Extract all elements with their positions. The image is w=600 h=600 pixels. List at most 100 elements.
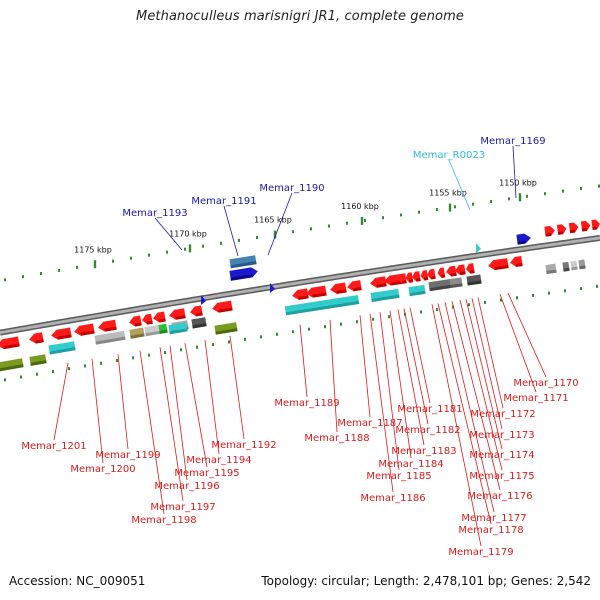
kbp-tick — [93, 260, 97, 269]
olive-feature — [214, 322, 238, 335]
other-feature — [428, 278, 452, 292]
map-title: Methanoculleus marisnigri JR1, complete … — [136, 9, 464, 24]
feature-arrow-body — [0, 336, 20, 350]
kbp-tick — [273, 230, 277, 239]
feature-arrow-shade — [515, 262, 523, 267]
outer-ruler-dot — [4, 278, 6, 282]
outer-ruler-dot — [526, 194, 528, 198]
gene-label: Memar_1176 — [467, 491, 532, 502]
outer-ruler-dot — [472, 202, 474, 206]
selected-feature — [229, 267, 258, 281]
cds-reverse — [510, 256, 523, 267]
inner-ruler-dot — [196, 345, 198, 349]
inner-ruler-dot — [148, 353, 150, 357]
gene-label: Memar_1183 — [391, 446, 456, 457]
feature-arrow-shade — [57, 334, 72, 340]
leader-line — [499, 294, 537, 393]
selected-box — [229, 255, 257, 269]
outer-ruler-dot — [184, 247, 186, 251]
cds-reverse — [153, 311, 166, 323]
gene-label: Memar_1187 — [337, 418, 402, 429]
outer-ruler-dot — [76, 265, 78, 269]
gene-label: Memar_1182 — [395, 425, 460, 436]
gene-label: Memar_1188 — [304, 433, 369, 444]
leader-line — [223, 205, 239, 257]
gene-label: Memar_1196 — [154, 481, 219, 492]
outer-ruler-dot — [220, 241, 222, 245]
gene-label: Memar_1181 — [397, 404, 462, 415]
cds-forward — [580, 220, 591, 232]
outer-ruler-dot — [112, 259, 114, 263]
inner-ruler-dot — [516, 296, 518, 300]
rna-marker — [476, 243, 481, 253]
feature-arrow-shade — [440, 274, 446, 278]
other-feature — [578, 259, 586, 270]
feature-box-shade — [371, 294, 400, 302]
cds-reverse — [190, 305, 203, 317]
inner-ruler-dot — [340, 322, 342, 326]
kbp-tick-label: 1175 kbp — [74, 245, 112, 254]
feature-arrow-shade — [459, 271, 466, 276]
leader-line — [229, 335, 245, 440]
inner-ruler-dot — [68, 367, 70, 371]
feature-arrow-shade — [336, 289, 347, 294]
other-feature — [570, 260, 578, 271]
outer-ruler-dot — [436, 208, 438, 212]
cds-reverse — [51, 327, 72, 340]
feature-box-shade — [563, 267, 570, 272]
cds-forward — [556, 224, 567, 235]
other-feature — [158, 323, 168, 334]
outer-ruler-dot — [58, 268, 60, 272]
leader-line — [204, 339, 220, 455]
feature-arrow-shade — [581, 227, 588, 232]
outer-ruler-dot — [22, 275, 24, 279]
leader-line — [169, 345, 188, 481]
gene-label: Memar_1195 — [174, 468, 239, 479]
gene-label: Memar_1171 — [503, 393, 568, 404]
feature-arrow-shade — [298, 295, 309, 300]
cds-reverse — [306, 285, 327, 298]
gene-label: Memar_1194 — [186, 455, 251, 466]
outer-ruler-dot — [382, 216, 384, 220]
other-feature — [144, 325, 160, 337]
leader-line — [465, 299, 503, 450]
cds-reverse — [370, 276, 387, 288]
feature-arrow-shade — [423, 276, 429, 281]
leader-line — [444, 302, 495, 513]
inner-ruler-dot — [164, 350, 166, 354]
gene-label: Memar_1173 — [469, 430, 534, 441]
inner-ruler-dot — [324, 325, 326, 329]
gene-label: Memar_1178 — [458, 525, 523, 536]
outer-ruler-dot — [580, 187, 582, 191]
feature-arrow-shade — [469, 270, 475, 274]
cds-reverse — [330, 282, 347, 294]
other-feature — [94, 330, 126, 345]
inner-ruler-dot — [52, 369, 54, 373]
feature-arrow-shade — [35, 339, 44, 344]
gene-label: Memar_1192 — [211, 440, 276, 451]
gene-label: Memar_1197 — [150, 502, 215, 513]
cds-reverse — [405, 272, 414, 283]
label-leaders — [53, 145, 547, 547]
cds-forward — [591, 219, 600, 230]
leader-line — [184, 343, 208, 468]
other-feature — [449, 277, 463, 289]
inner-ruler-dot — [420, 310, 422, 314]
gene-label: Memar_1198 — [131, 515, 196, 526]
inner-ruler-dot — [500, 298, 502, 302]
feature-arrow-shade — [415, 278, 421, 282]
cds-reverse — [292, 288, 309, 300]
kbp-tick — [518, 193, 522, 202]
leader-line — [139, 350, 165, 515]
kbp-tick — [360, 216, 364, 225]
leader-line — [507, 292, 547, 378]
cds-reverse — [347, 280, 362, 292]
outer-ruler-dot — [292, 230, 294, 234]
inner-ruler-dot — [260, 335, 262, 339]
outer-ruler-dot — [562, 189, 564, 193]
kbp-tick — [188, 244, 192, 253]
cds-reverse — [169, 308, 186, 320]
outer-ruler-dot — [400, 213, 402, 217]
feature-box-shade — [215, 328, 238, 335]
outer-ruler-dot — [328, 224, 330, 228]
